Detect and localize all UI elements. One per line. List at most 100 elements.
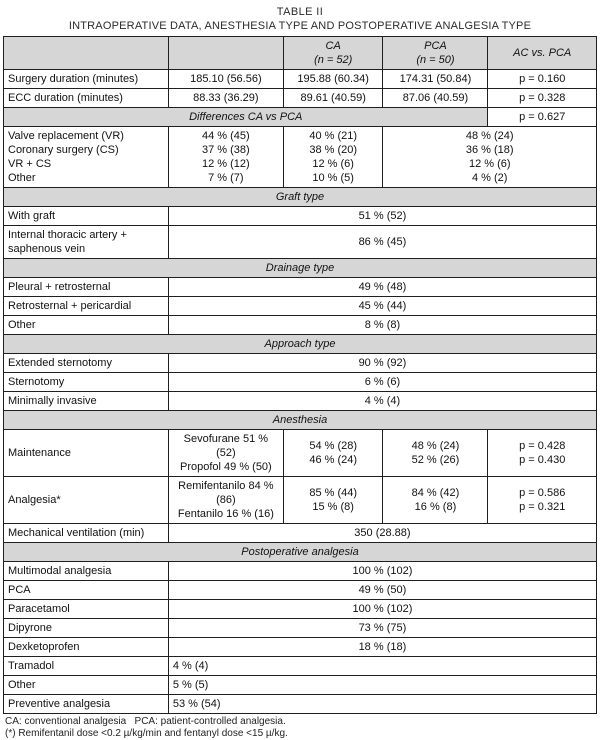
table-cell: p = 0.586 p = 0.321 [487,476,597,524]
table-row: Mechanical ventilation (min) 350 (28.88) [3,523,598,543]
table-cell: p = 0.328 [487,88,597,108]
table-cell: 6 % (6) [167,372,598,392]
footnotes: CA: conventional analgesia PCA: patient-… [3,716,597,740]
table-cell: Remifentanilo 84 % (86) Fentanilo 16 % (16… [167,476,284,524]
table-cell: Minimally invasive [3,391,169,411]
table-cell: p = 0.627 [487,107,597,127]
table-row: Analgesia* Remifentanilo 84 % (86) Fentanil… [3,476,597,524]
table-row: Graft type [3,187,597,207]
table-row: Anesthesia [3,410,597,430]
table-cell: p = 0.428 p = 0.430 [487,429,597,477]
table-cell: Valve replacement (VR) Coronary surgery (… [3,126,169,188]
section-header-cell: Graft type [3,187,597,207]
table-cell: Sternotomy [3,372,169,392]
table-cell: 195.88 (60.34) [282,69,384,89]
table-row: Minimally invasive 4 % (4) [3,391,598,411]
table-row: Pleural + retrosternal 49 % (48) [3,277,598,297]
column-header-cell [3,36,169,70]
table-cell: Extended sternotomy [3,353,169,373]
table-number-title: TABLE II [276,6,324,18]
table-cell: 4 % (4) [167,656,598,676]
section-header-cell: Anesthesia [3,410,597,430]
table-cell: Other [3,315,169,335]
table-cell: 100 % (102) [167,599,598,619]
table-row: Internal thoracic artery + saphenous vei… [3,225,598,259]
table-cell: 73 % (75) [167,618,598,638]
table-row: Paracetamol 100 % (102) [3,599,598,619]
table-row: Surgery duration (minutes) 185.10 (56.56)… [3,69,597,89]
table-cell: 5 % (5) [167,675,598,695]
table-row: Maintenance Sevofurane 51 % (52) Propofol … [3,429,597,477]
table-cell: 90 % (92) [167,353,598,373]
column-header-cell: CA (n = 52) [282,36,384,70]
table-cell: PCA [3,580,169,600]
table-cell: Sevofurane 51 % (52) Propofol 49 % (50) [167,429,284,477]
table-row: Sternotomy 6 % (6) [3,372,598,392]
table-cell: 85 % (44) 15 % (8) [282,476,384,524]
table-row: Valve replacement (VR) Coronary surgery (… [3,126,597,188]
table-cell: ECC duration (minutes) [3,88,169,108]
table-row: Extended sternotomy 90 % (92) [3,353,598,373]
table-row: Postoperative analgesia [3,542,597,562]
table-row: Dipyrone 73 % (75) [3,618,598,638]
table-row: Dexketoprofen 18 % (18) [3,637,598,657]
footnote-asterisk: (*) Remifentanil dose <0.2 µ/kg/min and … [5,728,288,739]
table-caption: INTRAOPERATIVE DATA, ANESTHESIA TYPE AND… [68,20,532,32]
table-row: ECC duration (minutes) 88.33 (36.29) 89.61… [3,88,597,108]
table-cell: 88.33 (36.29) [167,88,284,108]
table-cell: 100 % (102) [167,561,598,581]
table-row: CA (n = 52) PCA (n = 50) AC vs. PCA [3,36,597,70]
table-cell: 48 % (24) 52 % (26) [382,429,489,477]
table-cell: 49 % (48) [167,277,598,297]
table-cell: 8 % (8) [167,315,598,335]
table-row: Other 8 % (8) [3,315,598,335]
section-header-cell: Postoperative analgesia [3,542,597,562]
table-cell: Mechanical ventilation (min) [3,523,169,543]
table-cell: 89.61 (40.59) [282,88,384,108]
column-header-cell: AC vs. PCA [487,36,597,70]
table-cell: 45 % (44) [167,296,598,316]
table-cell: Dexketoprofen [3,637,169,657]
table-row: Multimodal analgesia 100 % (102) [3,561,598,581]
column-header-cell [167,36,284,70]
table-cell: 54 % (28) 46 % (24) [282,429,384,477]
table-cell: Surgery duration (minutes) [3,69,169,89]
table-cell: 18 % (18) [167,637,598,657]
table-cell: 48 % (24) 36 % (18) 12 % (6) 4 % (2) [382,126,597,188]
table-cell: Pleural + retrosternal [3,277,169,297]
table-cell: 40 % (21) 38 % (20) 12 % (6) 10 % (5) [282,126,384,188]
table-cell: Other [3,675,169,695]
table-cell: Retrosternal + pericardial [3,296,169,316]
table-cell: 86 % (45) [167,225,598,259]
table-row: Drainage type [3,258,597,278]
table-row: Retrosternal + pericardial 45 % (44) [3,296,598,316]
table-cell: Paracetamol [3,599,169,619]
table-title-block: TABLE II INTRAOPERATIVE DATA, ANESTHESIA… [3,5,597,33]
table-cell: 84 % (42) 16 % (8) [382,476,489,524]
table-cell: With graft [3,206,169,226]
table-cell: 174.31 (50.84) [382,69,489,89]
table-cell: Analgesia* [3,476,169,524]
table-cell: 185.10 (56.56) [167,69,284,89]
table-cell: Multimodal analgesia [3,561,169,581]
section-header-cell: Approach type [3,334,597,354]
table-row: Other 5 % (5) [3,675,598,695]
table-cell: Dipyrone [3,618,169,638]
table-row: PCA 49 % (50) [3,580,598,600]
table-row: Approach type [3,334,597,354]
table-cell: 49 % (50) [167,580,598,600]
footnote-abbreviations: CA: conventional analgesia PCA: patient-… [5,716,286,727]
table-row: Differences CA vs PCA p = 0.627 [2,107,597,127]
table-cell: 350 (28.88) [167,523,598,543]
table-cell: p = 0.160 [487,69,597,89]
table-row: With graft 51 % (52) [3,206,598,226]
table-cell: Maintenance [3,429,169,477]
data-table: CA (n = 52) PCA (n = 50) AC vs. PCA Surgery d… [2,36,598,714]
table-cell: Internal thoracic artery + saphenous vei… [3,225,169,259]
column-header-cell: PCA (n = 50) [382,36,489,70]
table-row: Tramadol 4 % (4) [3,656,598,676]
section-header-cell: Differences CA vs PCA [2,107,489,127]
table-cell: 87.06 (40.59) [382,88,489,108]
table-cell: 44 % (45) 37 % (38) 12 % (12) 7 % (7) [167,126,284,188]
